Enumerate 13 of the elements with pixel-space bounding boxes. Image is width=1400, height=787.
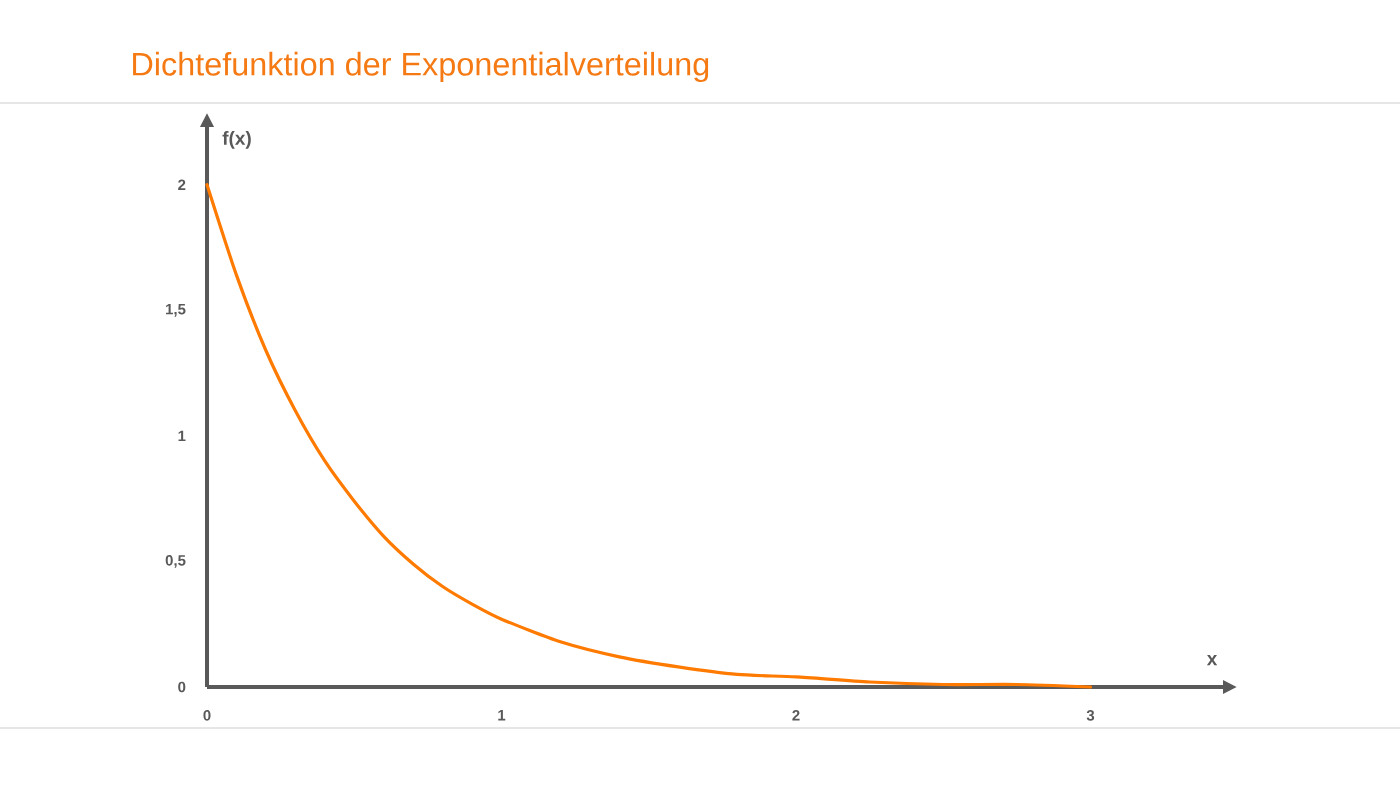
x-tick-label: 2: [792, 710, 800, 721]
y-axis-title: f(x): [222, 131, 251, 149]
y-tick-label: 1,5: [166, 303, 186, 317]
x-tick-label: 1: [498, 710, 506, 721]
x-tick-label: 0: [203, 710, 211, 721]
y-tick-label: 0,5: [165, 555, 186, 568]
chart-title: Dichtefunktion der Exponentialverteilung: [133, 51, 709, 83]
line-series: [205, 183, 1093, 689]
y-tick-label: 1: [178, 430, 186, 442]
y-tick-label: 2: [178, 179, 186, 190]
y-tick-label: 0: [178, 681, 186, 693]
x-axis-title: x: [1206, 655, 1218, 666]
x-tick-label: 3: [1086, 710, 1095, 721]
